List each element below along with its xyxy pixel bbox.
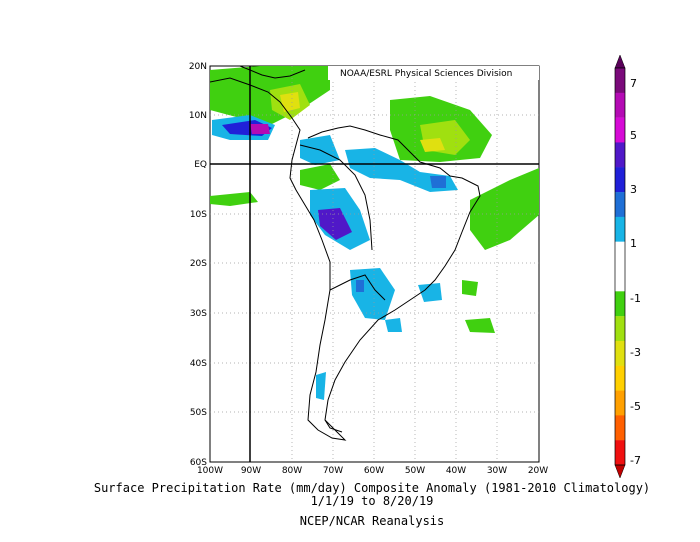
colorbar-segment: [615, 117, 625, 143]
colorbar-label: 5: [630, 129, 637, 142]
lat-label: 10N: [189, 111, 207, 121]
colorbar-label: -7: [630, 454, 641, 467]
colorbar-segment: [615, 440, 625, 466]
colorbar-segment: [615, 68, 625, 94]
colorbar-segment: [615, 340, 625, 366]
lon-label: 30W: [487, 466, 507, 476]
colorbar-segment: [615, 241, 625, 267]
lat-label: 30S: [190, 309, 207, 319]
colorbar-segment: [615, 167, 625, 193]
colorbar-label: -1: [630, 292, 641, 305]
lon-label: 100W: [197, 466, 223, 476]
credit-box: [328, 66, 539, 80]
lat-label: 40S: [190, 359, 207, 369]
lat-label: EQ: [194, 160, 207, 170]
lon-label: 90W: [241, 466, 261, 476]
lon-label: 70W: [323, 466, 343, 476]
lat-label: 20S: [190, 259, 207, 269]
colorbar-segment: [615, 390, 625, 416]
graticule: [210, 66, 539, 462]
colorbar-segment: [615, 192, 625, 218]
caption-line2: 1/1/19 to 8/20/19: [311, 494, 434, 508]
map-content: [210, 66, 539, 462]
latitude-labels: 20N 10N EQ 10S 20S 30S 40S 50S 60S: [189, 62, 207, 468]
colorbar-top-arrow: [614, 54, 626, 69]
colorbar-segment: [615, 142, 625, 168]
coastlines: [210, 66, 481, 441]
lon-label: 20W: [528, 466, 548, 476]
colorbar-segment: [615, 216, 625, 242]
colorbar-segment: [615, 266, 625, 292]
colorbar-segments: [615, 68, 625, 466]
colorbar: [614, 54, 626, 479]
colorbar-segment: [615, 365, 625, 391]
caption-line1: Surface Precipitation Rate (mm/day) Comp…: [94, 481, 650, 495]
lat-label: 60S: [190, 458, 207, 468]
colorbar-segment: [615, 316, 625, 342]
colorbar-bottom-arrow: [614, 464, 626, 479]
lon-label: 40W: [446, 466, 466, 476]
colorbar-label: 1: [630, 237, 637, 250]
lon-label: 60W: [364, 466, 384, 476]
colorbar-label: -3: [630, 346, 641, 359]
anomaly-fields: [210, 66, 539, 400]
colorbar-label: -5: [630, 400, 641, 413]
colorbar-outline: [614, 67, 626, 466]
colorbar-label: 3: [630, 183, 637, 196]
credit-text: NOAA/ESRL Physical Sciences Division: [340, 69, 512, 79]
colorbar-segment: [615, 291, 625, 317]
lat-label: 10S: [190, 210, 207, 220]
lon-label: 50W: [405, 466, 425, 476]
lon-label: 80W: [282, 466, 302, 476]
colorbar-labels: 7 5 3 1 -1 -3 -5 -7: [630, 77, 641, 467]
colorbar-label: 7: [630, 77, 637, 90]
colorbar-segment: [615, 415, 625, 441]
longitude-labels: 100W 90W 80W 70W 60W 50W 40W 30W 20W: [197, 466, 548, 476]
caption-line3: NCEP/NCAR Reanalysis: [300, 514, 445, 528]
colorbar-segment: [615, 92, 625, 118]
lat-label: 50S: [190, 408, 207, 418]
lat-label: 20N: [189, 62, 207, 72]
